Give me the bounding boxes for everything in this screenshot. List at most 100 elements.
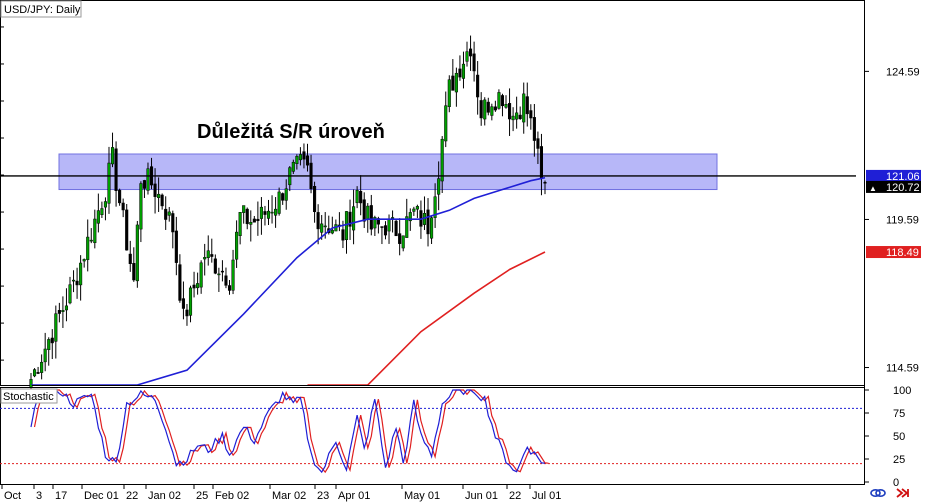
candle-up (231, 259, 235, 291)
candles-layer (29, 35, 547, 389)
x-axis-label: 22 (126, 490, 138, 502)
scroll-right-icon[interactable] (894, 486, 910, 500)
candle-down (476, 74, 480, 98)
candle-up (86, 236, 90, 260)
candle-up (447, 79, 451, 107)
candle-down (529, 110, 533, 119)
candle-up (366, 205, 370, 219)
x-axis-label: 25 (196, 490, 208, 502)
candle-up (89, 239, 93, 242)
toolbar-icons (870, 486, 910, 500)
x-axis-label: 23 (317, 490, 329, 502)
candle-down (252, 218, 256, 223)
link-icon[interactable] (870, 486, 886, 500)
candle-up (199, 262, 203, 288)
candle-up (295, 156, 299, 164)
candle-down (539, 146, 544, 179)
candle-down (369, 205, 373, 230)
x-axis-label: Dec 01 (84, 490, 119, 502)
candle-down (305, 155, 310, 166)
x-axis-label: 3 (36, 490, 42, 502)
sr-zone (58, 153, 718, 191)
stochastic-label-box (0, 388, 58, 404)
candle-down (281, 193, 285, 201)
candle-down (57, 310, 61, 314)
candle-up (47, 339, 51, 350)
candle-up (344, 211, 349, 240)
candle-up (355, 189, 359, 204)
candle-up (291, 161, 295, 172)
x-axis-label: 22 (509, 490, 521, 502)
symbol-label-box (0, 0, 82, 18)
candle-down (142, 180, 146, 189)
candle-down (536, 138, 540, 149)
candle-down (50, 337, 54, 344)
x-axis-label: Oct (4, 490, 21, 502)
candle-down (348, 211, 352, 227)
candle-up (274, 208, 278, 216)
candle-down (426, 209, 430, 235)
candle-up (238, 212, 242, 236)
candle-up (249, 222, 253, 225)
candle-up (483, 99, 487, 120)
x-axis-label: May 01 (404, 490, 440, 502)
x-axis-label: Jun 01 (465, 490, 498, 502)
candle-down (486, 101, 490, 113)
candle-down (164, 208, 168, 220)
candle-up (387, 218, 391, 232)
candle-down (532, 117, 536, 141)
candle-up (352, 206, 356, 231)
candle-up (68, 284, 72, 304)
candle-up (323, 225, 327, 228)
candle-up (139, 183, 143, 230)
x-axis-label: Jan 02 (148, 490, 181, 502)
candle-down (500, 95, 505, 107)
stoch-axis-label: 0 (893, 477, 899, 489)
price-tag-label: 121.06 (886, 171, 920, 183)
candle-up (103, 201, 107, 208)
candle-down (125, 209, 129, 251)
sr-annotation: Důležitá S/R úroveň (197, 121, 385, 143)
candle-up (277, 191, 281, 214)
candle-up (29, 379, 33, 388)
candle-up (330, 229, 334, 234)
candle-up (465, 51, 469, 62)
candle-up (497, 92, 501, 109)
candle-up (96, 210, 100, 224)
stoch-axis-label: 100 (893, 385, 911, 397)
candle-up (270, 211, 274, 214)
stoch-axis-label: 75 (893, 408, 905, 420)
stoch-signal-line (33, 389, 549, 474)
stoch-axis-label: 50 (893, 431, 905, 443)
candle-down (185, 309, 189, 317)
candle-down (178, 264, 182, 301)
candle-down (256, 218, 260, 222)
candle-down (160, 194, 164, 207)
candle-down (128, 253, 132, 265)
candle-down (75, 280, 79, 286)
price-tag (866, 169, 921, 182)
candle-up (54, 313, 58, 342)
candle-down (245, 208, 249, 225)
x-axis-label: Mar 02 (272, 490, 306, 502)
candle-up (64, 305, 68, 311)
candle-down (36, 372, 40, 374)
price-axis-label: 114.59 (886, 363, 919, 375)
candle-up (515, 112, 519, 120)
candle-up (298, 154, 302, 161)
candle-down (302, 151, 306, 160)
candle-up (71, 279, 76, 282)
candle-down (192, 284, 196, 289)
candle-up (415, 206, 419, 210)
candle-down (153, 183, 157, 197)
candle-up (217, 273, 221, 276)
candle-down (227, 285, 232, 291)
stochastic-label: Stochastic (3, 391, 54, 403)
candle-down (383, 225, 388, 236)
candle-up (401, 235, 405, 249)
moving-average-red (307, 251, 546, 385)
candle-up (242, 205, 246, 213)
candle-up (146, 168, 150, 191)
candle-up (61, 310, 65, 312)
